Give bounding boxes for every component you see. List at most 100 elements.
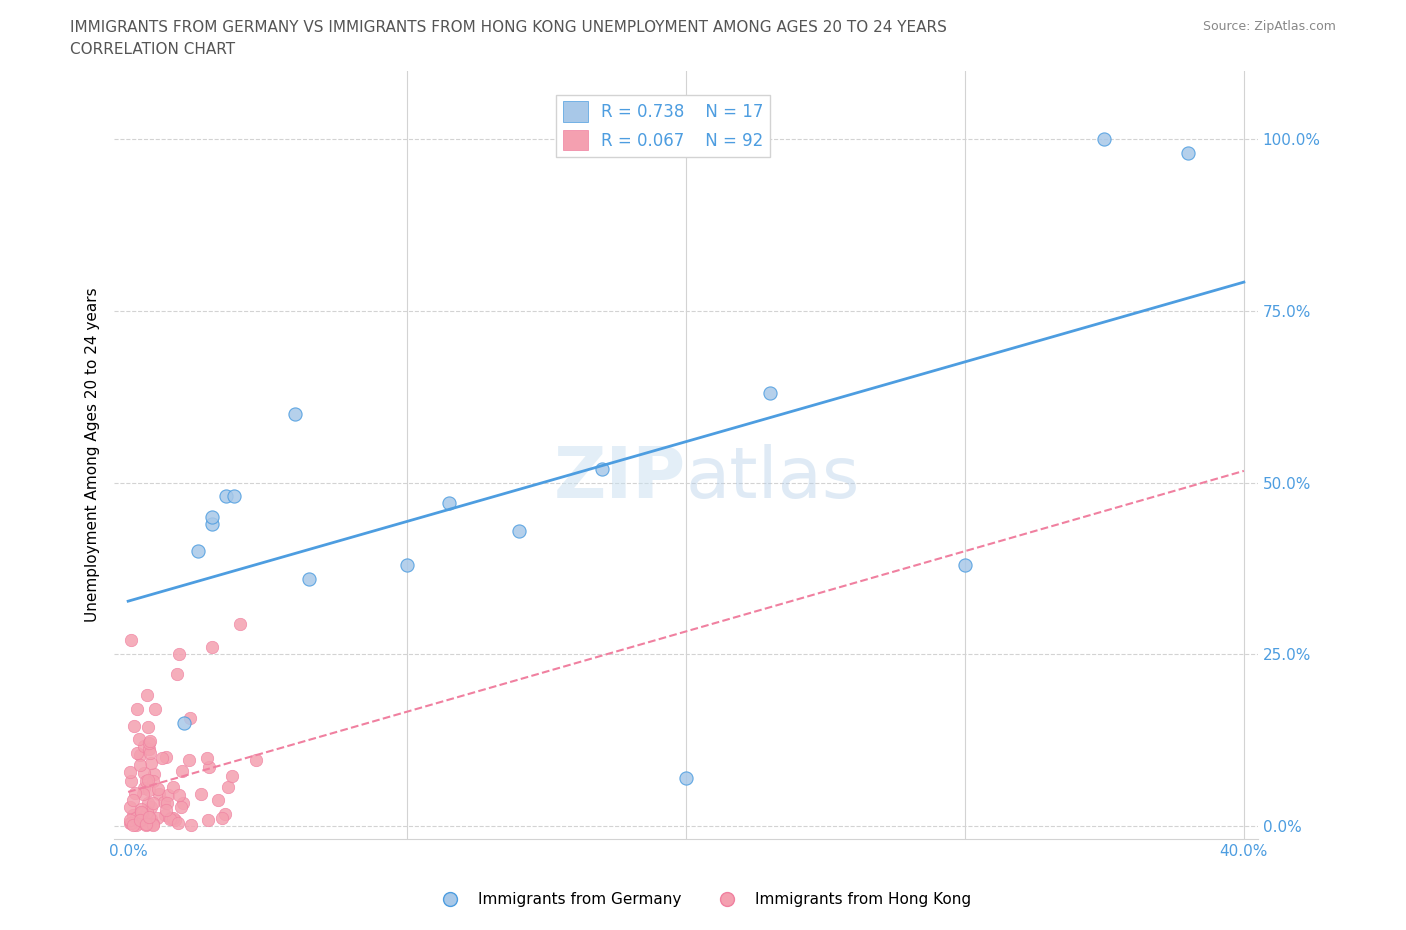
Text: IMMIGRANTS FROM GERMANY VS IMMIGRANTS FROM HONG KONG UNEMPLOYMENT AMONG AGES 20 : IMMIGRANTS FROM GERMANY VS IMMIGRANTS FR… [70, 20, 948, 35]
Point [141, 800, 163, 815]
Point [167, 646, 190, 661]
Point [135, 817, 157, 832]
Point [153, 794, 176, 809]
Point [166, 666, 188, 681]
Point [675, 770, 697, 785]
Point [224, 489, 246, 504]
Point [138, 741, 160, 756]
Point [173, 715, 195, 730]
Point [142, 817, 165, 832]
Point [221, 769, 243, 784]
Point [437, 496, 460, 511]
Point [132, 809, 155, 824]
Point [148, 781, 170, 796]
Point [148, 786, 170, 801]
Point [124, 785, 146, 800]
Point [118, 812, 141, 827]
Point [190, 787, 212, 802]
Point [132, 738, 155, 753]
Point [214, 807, 236, 822]
Point [167, 815, 190, 830]
Point [131, 805, 153, 820]
Point [122, 719, 145, 734]
Point [134, 780, 156, 795]
Point [136, 688, 159, 703]
Point [201, 510, 224, 525]
Point [132, 766, 155, 781]
Point [128, 816, 150, 830]
Point [132, 787, 155, 802]
Point [120, 633, 142, 648]
Point [125, 811, 148, 826]
Point [135, 817, 157, 831]
Point [122, 817, 145, 832]
Point [135, 773, 157, 788]
Point [508, 523, 530, 538]
Point [142, 796, 165, 811]
Point [172, 764, 194, 778]
Point [129, 757, 152, 772]
Point [122, 807, 145, 822]
Point [136, 720, 159, 735]
Point [120, 816, 142, 830]
Point [150, 751, 173, 765]
Point [298, 571, 321, 586]
Point [136, 796, 159, 811]
Point [129, 805, 152, 820]
Point [156, 788, 179, 803]
Point [155, 803, 177, 817]
Point [201, 640, 224, 655]
Point [153, 808, 176, 823]
Point [135, 804, 157, 819]
Point [138, 783, 160, 798]
Point [143, 701, 166, 716]
Point [135, 817, 157, 831]
Point [229, 617, 252, 631]
Text: atlas: atlas [686, 444, 860, 512]
Point [155, 795, 177, 810]
Point [180, 817, 202, 832]
Point [163, 812, 186, 827]
Point [207, 792, 229, 807]
Text: CORRELATION CHART: CORRELATION CHART [70, 42, 235, 57]
Point [162, 811, 184, 826]
Point [179, 711, 201, 725]
Point [284, 406, 307, 421]
Point [141, 812, 163, 827]
Point [118, 816, 141, 830]
Point [245, 752, 267, 767]
Point [129, 802, 152, 817]
Point [953, 557, 976, 572]
Text: Source: ZipAtlas.com: Source: ZipAtlas.com [1202, 20, 1336, 33]
Point [128, 732, 150, 747]
Point [197, 751, 219, 765]
Point [120, 764, 142, 779]
Point [177, 752, 200, 767]
Point [145, 811, 167, 826]
Point [120, 774, 142, 789]
Point [136, 772, 159, 787]
Point [129, 813, 152, 828]
Point [139, 817, 162, 831]
Point [121, 793, 143, 808]
Point [142, 774, 165, 789]
Point [215, 489, 238, 504]
Point [155, 750, 177, 764]
Point [139, 755, 162, 770]
Point [118, 800, 141, 815]
Point [170, 800, 193, 815]
Point [758, 386, 780, 401]
Point [167, 788, 190, 803]
Point [197, 813, 219, 828]
Point [129, 804, 152, 819]
Point [128, 748, 150, 763]
Point [162, 779, 184, 794]
Point [142, 817, 165, 831]
Point [396, 557, 419, 572]
Point [138, 736, 160, 751]
Point [138, 745, 160, 760]
Point [1094, 132, 1116, 147]
Point [218, 779, 240, 794]
Point [159, 812, 181, 827]
Point [125, 746, 148, 761]
